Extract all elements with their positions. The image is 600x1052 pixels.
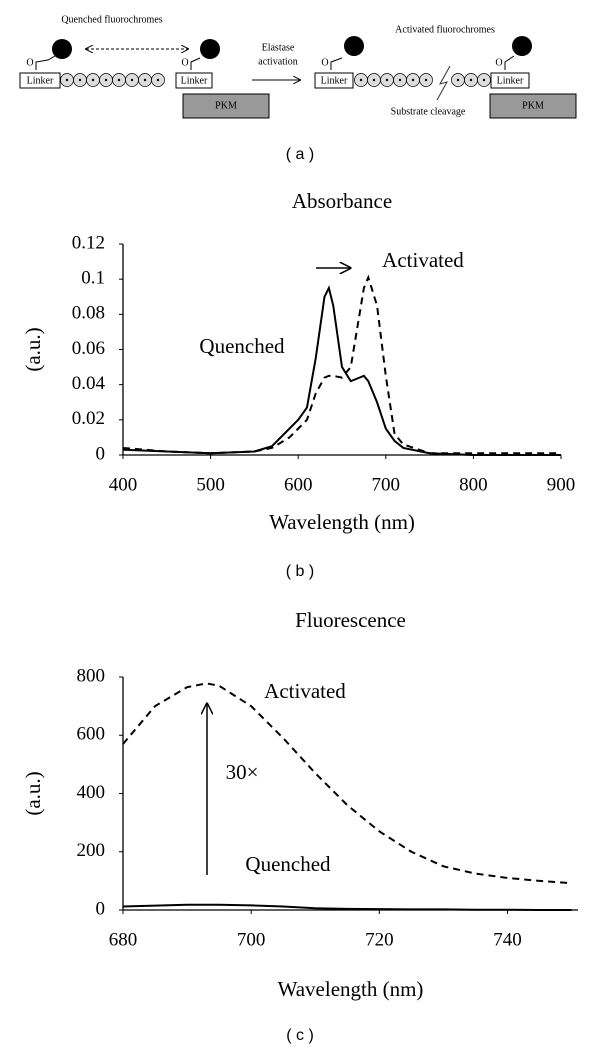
bead-dot [156, 78, 160, 82]
y-tick-label: 0.12 [72, 232, 105, 253]
annotation: 30× [226, 760, 259, 784]
diagram-title: Quenched fluorochromes [61, 14, 162, 25]
y-tick-label: 600 [77, 724, 106, 745]
y-tick-label: 0 [96, 898, 106, 919]
bead-dot [359, 78, 363, 82]
bead-dot [117, 78, 121, 82]
y-axis-label: (a.u.) [21, 771, 45, 815]
panel-label: ( b ) [286, 563, 314, 580]
x-tick-label: 680 [109, 929, 138, 950]
y-axis-label: (a.u.) [21, 327, 45, 371]
cleavage-label: Substrate cleavage [391, 106, 466, 117]
atom-label: O [26, 57, 33, 68]
linker-box [490, 72, 530, 89]
chart-title: Absorbance [292, 189, 392, 213]
diagram-title: Activated fluorochromes [395, 24, 495, 35]
fluorochrome [52, 39, 72, 59]
y-tick-label: 0.06 [72, 338, 105, 359]
bead-dot [91, 78, 95, 82]
atom-label: O [321, 57, 328, 68]
carrier-label: PKM [215, 100, 237, 111]
x-tick-label: 500 [196, 474, 225, 495]
carrier-box [182, 93, 270, 119]
x-tick-label: 400 [109, 474, 138, 495]
panel-label: ( a ) [286, 146, 314, 163]
bead-dot [456, 78, 460, 82]
atom-label: O [181, 57, 188, 68]
linker-label: Linker [321, 75, 348, 86]
bead-dot [385, 78, 389, 82]
series-line [122, 285, 561, 456]
bond [35, 55, 201, 70]
arrow-label: Elastase [262, 42, 295, 53]
bead-dot [372, 78, 376, 82]
y-tick-label: 400 [77, 782, 106, 803]
linker-label: Linker [27, 75, 54, 86]
bead-dot [65, 78, 69, 82]
chart-title: Fluorescence [295, 608, 406, 632]
x-tick-label: 700 [237, 929, 266, 950]
y-tick-label: 0.1 [81, 268, 105, 289]
y-tick-label: 0.02 [72, 408, 105, 429]
bead-dot [469, 78, 473, 82]
x-tick-label: 720 [365, 929, 394, 950]
atom-label: O [495, 57, 502, 68]
x-tick-label: 740 [493, 929, 522, 950]
x-axis-label: Wavelength (nm) [269, 510, 415, 534]
series-line [122, 274, 561, 455]
series-label: Activated [382, 248, 464, 272]
x-tick-label: 800 [459, 474, 488, 495]
y-tick-label: 0 [96, 443, 106, 464]
y-tick-label: 200 [77, 840, 106, 861]
panel-label: ( c ) [286, 1027, 314, 1044]
x-tick-label: 600 [284, 474, 313, 495]
y-tick-label: 0.08 [72, 303, 105, 324]
bead-dot [424, 78, 428, 82]
fluorochrome [344, 36, 364, 56]
y-tick-label: 800 [77, 665, 106, 686]
bead-dot [104, 78, 108, 82]
x-tick-label: 700 [372, 474, 401, 495]
bead-dot [482, 78, 486, 82]
carrier-label: PKM [522, 100, 544, 111]
arrow-label: activation [258, 56, 297, 67]
diagram: Quenched fluorochromes O O Linker Linker… [19, 14, 577, 119]
bead-dot [130, 78, 134, 82]
linker-box [175, 72, 213, 89]
series-line [122, 903, 572, 911]
bead-dot [78, 78, 82, 82]
carrier-box [489, 93, 577, 119]
bead-dot [398, 78, 402, 82]
bond [330, 55, 515, 70]
linker-box [19, 72, 61, 89]
series-label: Activated [264, 679, 346, 703]
cleavage-mark [436, 65, 451, 101]
fluorochrome [512, 36, 532, 56]
x-axis-label: Wavelength (nm) [278, 977, 424, 1001]
series-label: Quenched [199, 334, 285, 358]
series-label: Quenched [245, 852, 331, 876]
linker-box [314, 72, 354, 89]
series-line [122, 682, 572, 885]
linker-label: Linker [497, 75, 524, 86]
linker-label: Linker [181, 75, 208, 86]
bead-dot [143, 78, 147, 82]
fluorochrome [200, 39, 220, 59]
y-tick-label: 0.04 [72, 373, 106, 394]
x-tick-label: 900 [547, 474, 576, 495]
bead-dot [411, 78, 415, 82]
